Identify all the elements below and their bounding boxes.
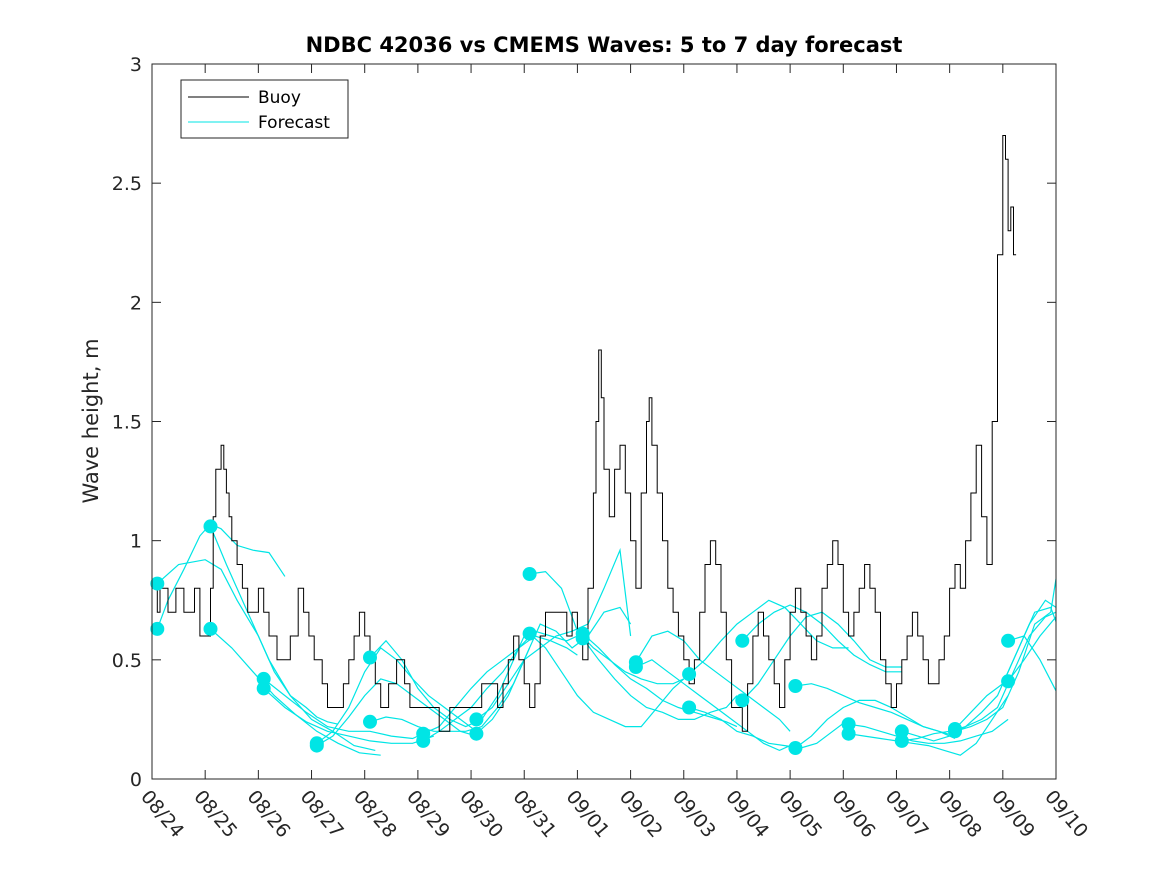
forecast-line-26 [795, 699, 956, 749]
forecast-line-28 [848, 695, 1009, 756]
forecast-line-22 [688, 706, 849, 749]
forecast-start-marker [735, 633, 750, 648]
chart-title: NDBC 42036 vs CMEMS Waves: 5 to 7 day fo… [306, 33, 903, 57]
forecast-line-17 [582, 633, 738, 728]
forecast-start-marker [735, 693, 750, 708]
buoy-line [152, 135, 1017, 732]
forecast-start-marker [522, 626, 537, 641]
legend-buoy-label: Buoy [258, 88, 301, 108]
forecast-start-marker [363, 714, 377, 729]
forecast-start-marker [628, 660, 643, 674]
forecast-start-marker [1001, 633, 1016, 648]
y-tick-label: 2 [130, 292, 142, 314]
forecast-line-20 [635, 659, 791, 752]
forecast-line-5 [263, 678, 429, 740]
forecast-start-marker [150, 621, 165, 636]
forecast-line-34 [1007, 616, 1057, 682]
forecast-start-marker [203, 621, 218, 636]
forecast-line-29 [901, 599, 1057, 742]
forecast-start-marker [788, 679, 803, 693]
forecast-line-19 [635, 630, 791, 732]
forecast-start-marker [894, 724, 909, 739]
y-tick-label: 0 [130, 769, 142, 791]
y-tick-label: 1.5 [112, 412, 142, 434]
forecast-start-marker [788, 741, 803, 755]
y-tick-label: 1 [130, 531, 142, 553]
forecast-start-marker [469, 712, 484, 727]
forecast-start-marker [682, 667, 697, 682]
forecast-start-marker [522, 567, 537, 581]
forecast-line-6 [263, 687, 434, 744]
forecast-start-marker [841, 726, 856, 741]
forecast-line-18 [582, 638, 738, 721]
forecast-line-16 [529, 633, 685, 728]
forecast-start-marker [203, 519, 218, 534]
forecast-start-marker [575, 631, 590, 646]
legend-forecast-label: Forecast [258, 113, 330, 133]
forecast-start-marker [256, 681, 271, 696]
forecast-line-31 [954, 578, 1057, 732]
forecast-start-marker [469, 726, 484, 741]
forecast-line-3 [209, 526, 376, 751]
y-tick-label: 2.5 [112, 173, 142, 195]
forecast-start-marker [1001, 674, 1016, 689]
legend: Buoy Forecast [180, 79, 349, 139]
y-tick-label: 3 [130, 54, 142, 76]
y-tick-label: 0.5 [112, 650, 142, 672]
forecast-start-marker [682, 700, 697, 715]
forecast-line-32 [954, 606, 1057, 730]
forecast-line-30 [901, 611, 1057, 742]
forecast-line-21 [688, 599, 849, 675]
forecast-start-marker [309, 738, 324, 753]
forecast-start-marker [416, 733, 431, 748]
forecast-start-marker [948, 722, 962, 736]
forecast-start-marker [363, 650, 377, 665]
forecast-start-marker [894, 733, 909, 748]
forecast-start-marker [150, 576, 165, 591]
y-axis-label: Wave height, m [79, 338, 103, 503]
